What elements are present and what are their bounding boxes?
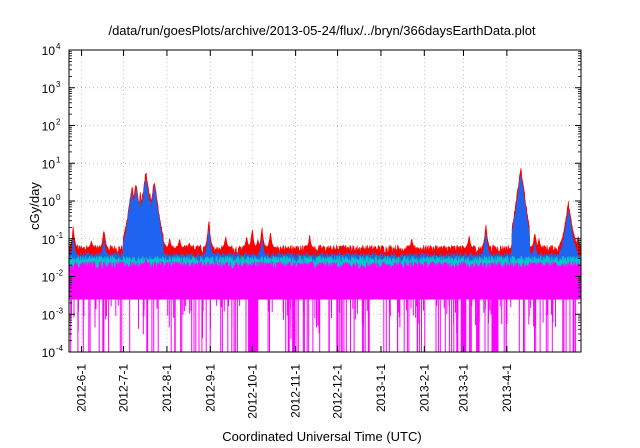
series-4-gap-block: [491, 296, 499, 352]
y-tick-label: 10: [42, 195, 56, 209]
y-axis-label: cGy/day: [27, 182, 42, 230]
x-tick-label: 2012-7-1: [117, 364, 131, 412]
x-tick-label: 2012-9-1: [203, 364, 217, 412]
x-tick-label: 2013-3-1: [457, 364, 471, 412]
series-layer: [68, 167, 582, 352]
series-4-dropouts: [70, 296, 577, 352]
x-tick-label: 2012-10-1: [245, 364, 259, 419]
y-tick-exponent: 1: [56, 155, 61, 164]
x-tick-label: 2013-4-1: [500, 364, 514, 412]
y-tick-exponent: 4: [56, 42, 61, 51]
x-tick-label: 2013-2-1: [417, 364, 431, 412]
series-4-area: [68, 258, 582, 300]
y-tick-exponent: 3: [56, 80, 61, 89]
chart-title: /data/run/goesPlots/archive/2013-05-24/f…: [108, 23, 535, 38]
y-tick-label: 10: [42, 346, 56, 360]
y-tick-exponent: -3: [56, 306, 64, 315]
axes: [68, 49, 582, 353]
series-4-gap-block: [460, 296, 467, 352]
y-tick-label: 10: [42, 308, 56, 322]
x-tick-labels: 2012-6-1 2012-7-1 2012-8-1 2012-9-1 2012-10-…: [75, 364, 514, 419]
x-tick-label: 2012-12-1: [331, 364, 345, 419]
y-tick-label: 10: [42, 120, 56, 134]
x-tick-label: 2012-11-1: [289, 364, 303, 418]
x-tick-label: 2013-1-1: [374, 364, 388, 412]
y-tick-label: 10: [42, 44, 56, 58]
x-tick-label: 2012-8-1: [160, 364, 174, 412]
y-tick-exponent: 0: [56, 193, 61, 202]
y-tick-label: 10: [42, 271, 56, 285]
series-4-gap-block: [248, 296, 257, 352]
y-tick-exponent: -4: [56, 344, 64, 353]
y-tick-label: 10: [42, 82, 56, 96]
y-tick-label: 10: [42, 157, 56, 171]
y-tick-label: 10: [42, 233, 56, 247]
y-tick-exponent: -2: [56, 269, 64, 278]
x-axis-label: Coordinated Universal Time (UTC): [222, 429, 421, 444]
y-tick-exponent: 2: [56, 118, 61, 127]
x-tick-label: 2012-6-1: [75, 364, 89, 412]
y-tick-exponent: -1: [56, 231, 64, 240]
